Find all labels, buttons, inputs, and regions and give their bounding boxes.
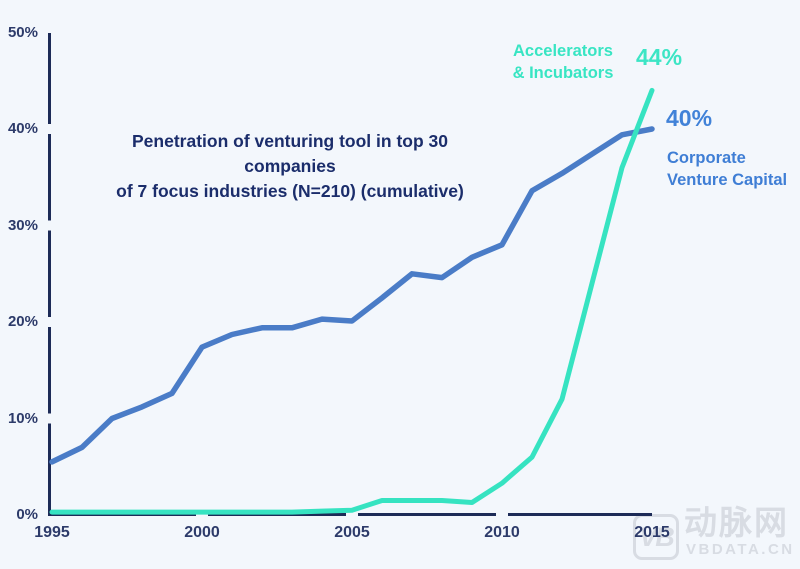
- legend-accel-line1: Accelerators: [513, 42, 613, 60]
- series-line-accelerators-incubators: [49, 87, 655, 515]
- y-tick-label-0: 0%: [16, 506, 38, 523]
- watermark-site-text: VBDATA.CN: [686, 541, 795, 558]
- y-tick-label-30: 30%: [7, 216, 38, 234]
- x-tick-label-1995: 1995: [34, 524, 70, 541]
- x-tick-label-2000: 2000: [184, 524, 220, 541]
- legend-corporate-venture-capital: Corporate Venture Capital: [667, 148, 787, 191]
- chart-title-line1: Penetration of venturing tool in top 30 …: [132, 131, 448, 176]
- y-tick-label-20: 20%: [7, 313, 38, 330]
- watermark-cn-text: 动脉网: [684, 504, 789, 541]
- x-tick-label-2005: 2005: [334, 524, 370, 541]
- y-tick-label-10: 10%: [7, 409, 38, 427]
- legend-accel-line2: & Incubators: [512, 64, 614, 82]
- y-tick-label-40: 40%: [7, 120, 38, 137]
- cvc-end-value: 40%: [666, 105, 713, 131]
- accelerators-end-value: 44%: [636, 44, 683, 70]
- vbdata-logo-icon: VB: [633, 514, 679, 560]
- legend-cvc-line1: Corporate: [667, 149, 746, 167]
- x-tick-label-2010: 2010: [484, 524, 520, 541]
- chart-title-line2: of 7 focus industries (N=210) (cumulativ…: [116, 181, 464, 201]
- series-line-corporate-venture-capital: [49, 126, 655, 465]
- y-tick-label-50: 50%: [7, 23, 38, 41]
- chart-title: Penetration of venturing tool in top 30 …: [90, 129, 490, 204]
- legend-accelerators-incubators: Accelerators & Incubators: [503, 40, 623, 84]
- legend-cvc-line2: Venture Capital: [667, 170, 788, 189]
- x-tick-label-2015: 2015: [634, 524, 670, 541]
